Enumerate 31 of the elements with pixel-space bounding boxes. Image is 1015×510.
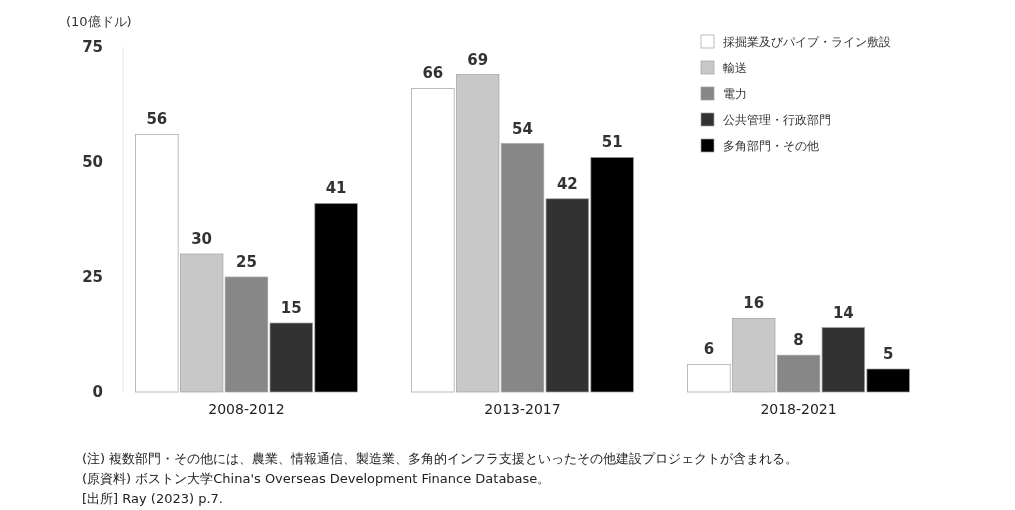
legend-label: 採掘業及びパイプ・ライン敷設 xyxy=(723,35,891,50)
text: [出所] Ray (2023) p.7. xyxy=(82,490,223,506)
legend-label: 多角部門・その他 xyxy=(723,139,819,154)
data-label: 42 xyxy=(556,174,578,193)
legend-label: 輸送 xyxy=(723,61,747,76)
data-label: 56 xyxy=(146,110,168,129)
y-tick-label: 25 xyxy=(82,268,103,287)
data-label: 5 xyxy=(882,345,894,363)
x-tick-label: 2008-2012 xyxy=(208,401,285,417)
data-label: 15 xyxy=(280,299,302,317)
data-label: 16 xyxy=(743,294,765,313)
data-label: 14 xyxy=(832,303,854,322)
data-label: 25 xyxy=(236,253,257,271)
y-axis-title: (10億ドル) xyxy=(66,14,132,29)
text: (注) 複数部門・その他には、農業、情報通信、製造業、多角的インフラ支援といったその他建設プロジェクトが含まれる。 xyxy=(82,450,799,466)
legend-label: 公共管理・行政部門 xyxy=(723,113,831,128)
data-label: 54 xyxy=(512,119,533,138)
data-label: 41 xyxy=(325,179,347,198)
y-tick-label: 50 xyxy=(82,153,103,172)
data-label: 51 xyxy=(601,133,623,152)
data-label: 69 xyxy=(467,50,489,69)
y-tick-label: 75 xyxy=(82,38,103,57)
legend-label: 電力 xyxy=(723,87,747,102)
x-tick-label: 2013-2017 xyxy=(484,401,561,417)
y-tick-label: 0 xyxy=(92,383,103,402)
data-label: 66 xyxy=(422,64,444,83)
x-tick-label: 2018-2021 xyxy=(760,401,837,417)
data-label: 8 xyxy=(793,331,804,350)
data-label: 30 xyxy=(191,230,213,248)
data-label: 6 xyxy=(703,340,715,359)
text: (原資料) ボストン大学China's Overseas Development Finance Database。 xyxy=(82,470,551,486)
